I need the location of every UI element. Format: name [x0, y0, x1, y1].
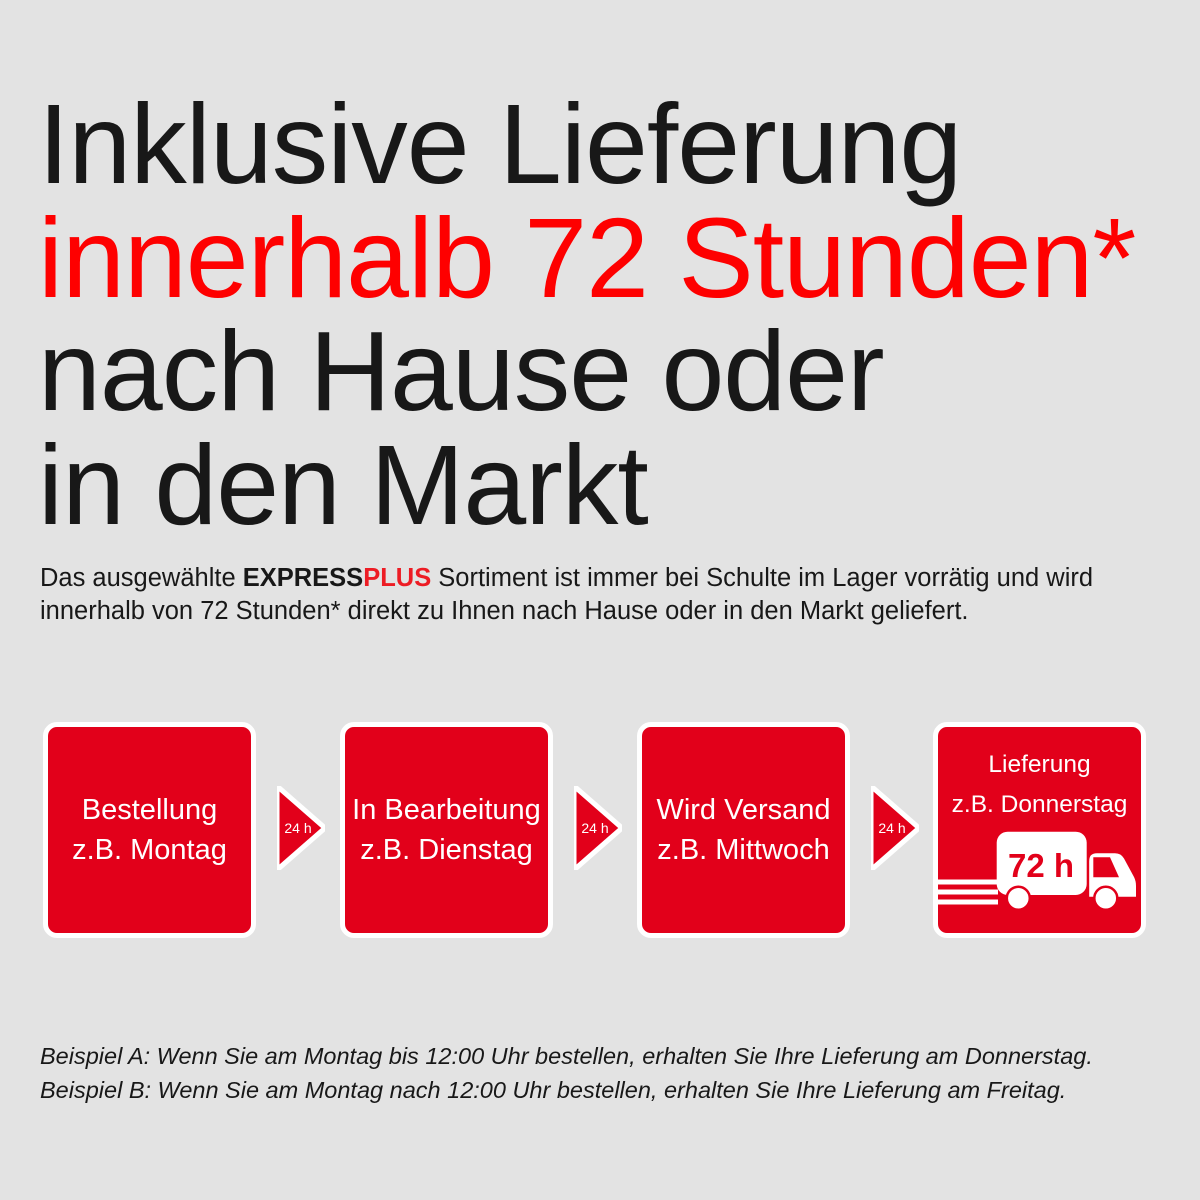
- svg-text:72 h: 72 h: [1008, 847, 1074, 884]
